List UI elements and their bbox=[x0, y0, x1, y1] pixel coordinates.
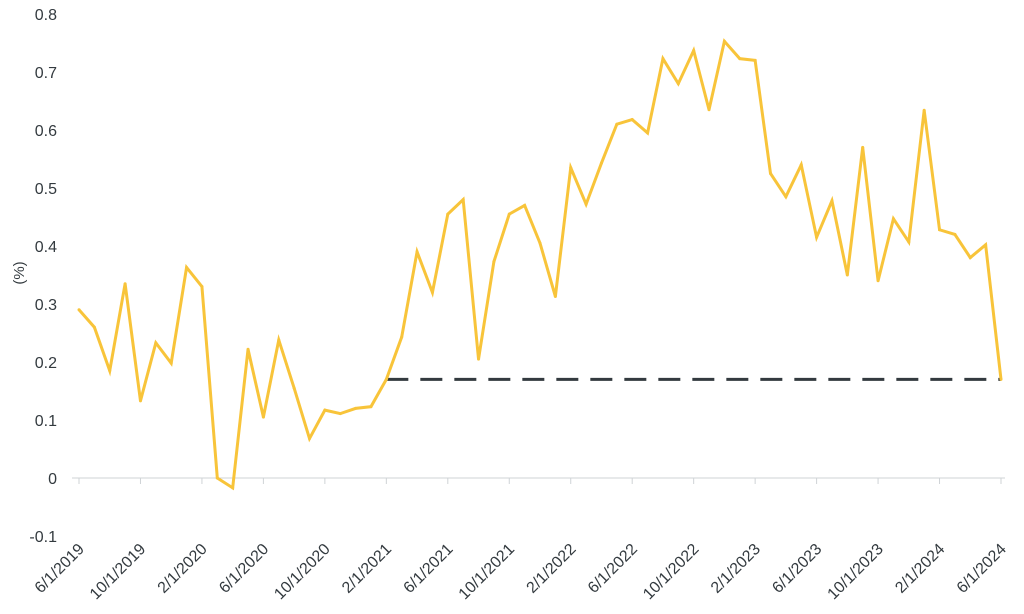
data-point bbox=[292, 386, 296, 390]
x-tick-label: 6/1/2020 bbox=[216, 541, 272, 597]
x-axis-ticks: 6/1/2019 10/1/2019 2/1/2020 6/1/2020 10/1/20… bbox=[32, 478, 1010, 603]
data-point bbox=[722, 39, 726, 43]
series-points bbox=[77, 39, 1003, 490]
y-tick-label: 0.2 bbox=[35, 355, 57, 372]
y-tick-label: 0.3 bbox=[35, 297, 57, 314]
data-point bbox=[569, 166, 573, 170]
x-tick-label: 10/1/2023 bbox=[825, 541, 887, 603]
data-point bbox=[185, 265, 189, 269]
x-tick-label: 6/1/2024 bbox=[954, 541, 1010, 597]
data-point bbox=[446, 212, 450, 216]
y-tick-label: 0.5 bbox=[35, 181, 57, 198]
data-point bbox=[308, 437, 311, 441]
y-tick-label: 0 bbox=[48, 471, 57, 488]
data-point bbox=[430, 290, 434, 294]
x-tick-label: 2/1/2023 bbox=[708, 541, 764, 597]
data-point bbox=[707, 108, 711, 112]
data-point bbox=[200, 285, 204, 289]
data-point bbox=[553, 294, 557, 298]
data-point bbox=[830, 199, 834, 203]
data-point bbox=[661, 57, 665, 61]
data-point bbox=[953, 232, 957, 236]
x-tick-label: 6/1/2021 bbox=[401, 541, 457, 597]
data-point bbox=[845, 273, 849, 277]
data-point bbox=[676, 82, 680, 86]
data-point bbox=[338, 412, 342, 416]
data-point bbox=[769, 172, 772, 175]
data-point bbox=[507, 212, 511, 216]
series-line bbox=[77, 38, 1003, 491]
y-tick-label: 0.7 bbox=[35, 65, 57, 82]
data-point bbox=[215, 476, 219, 480]
data-point bbox=[261, 415, 265, 419]
data-point bbox=[938, 228, 942, 232]
data-point bbox=[400, 335, 404, 339]
data-point bbox=[815, 235, 819, 239]
y-tick-label: 0.6 bbox=[35, 123, 57, 140]
data-point bbox=[492, 260, 496, 264]
data-point bbox=[92, 325, 96, 329]
data-point bbox=[599, 161, 603, 165]
data-point bbox=[999, 377, 1003, 381]
data-point bbox=[584, 202, 588, 206]
data-point bbox=[154, 341, 158, 345]
x-tick-label: 10/1/2019 bbox=[87, 541, 149, 603]
data-point bbox=[123, 282, 127, 286]
data-point bbox=[461, 198, 465, 202]
data-point bbox=[968, 256, 972, 260]
data-point bbox=[277, 338, 281, 342]
data-point bbox=[323, 408, 327, 412]
data-point bbox=[369, 405, 373, 409]
data-point bbox=[523, 203, 527, 207]
data-point bbox=[922, 108, 926, 112]
y-tick-label: 0.4 bbox=[35, 239, 57, 256]
data-point bbox=[753, 58, 757, 62]
data-point bbox=[415, 250, 419, 254]
data-point bbox=[384, 377, 388, 381]
data-point bbox=[108, 369, 112, 373]
x-tick-label: 6/1/2022 bbox=[585, 541, 641, 597]
x-tick-label: 10/1/2021 bbox=[456, 541, 518, 603]
y-tick-label: 0.1 bbox=[35, 413, 57, 430]
data-point bbox=[738, 57, 742, 61]
data-point bbox=[876, 279, 880, 283]
data-point bbox=[354, 406, 358, 410]
x-tick-label: 6/1/2023 bbox=[769, 541, 825, 597]
data-point bbox=[630, 118, 634, 122]
x-tick-label: 10/1/2022 bbox=[640, 541, 702, 603]
data-point bbox=[984, 243, 988, 247]
y-tick-label: 0.8 bbox=[35, 7, 57, 24]
x-tick-label: 6/1/2019 bbox=[32, 541, 88, 597]
y-tick-label: -0.1 bbox=[29, 529, 57, 546]
y-axis-ticks: -0.1 0 0.1 0.2 0.3 0.4 0.5 0.6 0.7 0.8 bbox=[29, 7, 57, 546]
x-tick-label: 2/1/2020 bbox=[155, 541, 211, 597]
data-point bbox=[477, 357, 481, 361]
x-tick-label: 10/1/2020 bbox=[271, 541, 333, 603]
data-point bbox=[231, 486, 235, 490]
y-axis-title: (%) bbox=[11, 261, 28, 284]
data-point bbox=[646, 131, 650, 135]
data-point bbox=[907, 240, 911, 244]
data-point bbox=[246, 347, 250, 351]
x-tick-label: 2/1/2024 bbox=[892, 541, 948, 597]
x-tick-label: 2/1/2022 bbox=[524, 541, 580, 597]
data-point bbox=[784, 195, 788, 199]
data-point bbox=[615, 122, 619, 126]
data-point bbox=[799, 163, 803, 167]
data-point bbox=[891, 217, 895, 221]
data-point bbox=[169, 361, 173, 365]
data-point bbox=[77, 308, 81, 312]
data-point bbox=[861, 145, 865, 149]
data-point bbox=[692, 49, 696, 53]
x-tick-label: 2/1/2021 bbox=[339, 541, 395, 597]
data-point bbox=[538, 241, 542, 245]
data-point bbox=[138, 399, 142, 403]
